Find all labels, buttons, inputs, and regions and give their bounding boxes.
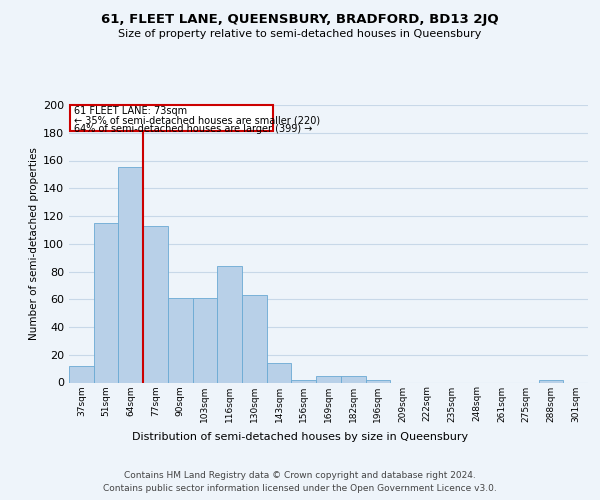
Text: ← 35% of semi-detached houses are smaller (220): ← 35% of semi-detached houses are smalle… xyxy=(74,116,320,126)
Bar xyxy=(94,223,118,382)
Bar xyxy=(267,363,292,382)
Bar xyxy=(242,295,267,382)
FancyBboxPatch shape xyxy=(70,105,273,132)
Text: Contains public sector information licensed under the Open Government Licence v3: Contains public sector information licen… xyxy=(103,484,497,493)
Bar xyxy=(316,376,341,382)
Text: Contains HM Land Registry data © Crown copyright and database right 2024.: Contains HM Land Registry data © Crown c… xyxy=(124,471,476,480)
Y-axis label: Number of semi-detached properties: Number of semi-detached properties xyxy=(29,148,39,340)
Bar xyxy=(193,298,217,382)
Text: 61, FLEET LANE, QUEENSBURY, BRADFORD, BD13 2JQ: 61, FLEET LANE, QUEENSBURY, BRADFORD, BD… xyxy=(101,12,499,26)
Text: 61 FLEET LANE: 73sqm: 61 FLEET LANE: 73sqm xyxy=(74,106,187,117)
Text: Distribution of semi-detached houses by size in Queensbury: Distribution of semi-detached houses by … xyxy=(132,432,468,442)
Bar xyxy=(143,226,168,382)
Text: 64% of semi-detached houses are larger (399) →: 64% of semi-detached houses are larger (… xyxy=(74,124,313,134)
Bar xyxy=(292,380,316,382)
Bar xyxy=(118,168,143,382)
Text: Size of property relative to semi-detached houses in Queensbury: Size of property relative to semi-detach… xyxy=(118,29,482,39)
Bar xyxy=(217,266,242,382)
Bar xyxy=(365,380,390,382)
Bar xyxy=(168,298,193,382)
Bar xyxy=(341,376,365,382)
Bar xyxy=(69,366,94,382)
Bar xyxy=(539,380,563,382)
